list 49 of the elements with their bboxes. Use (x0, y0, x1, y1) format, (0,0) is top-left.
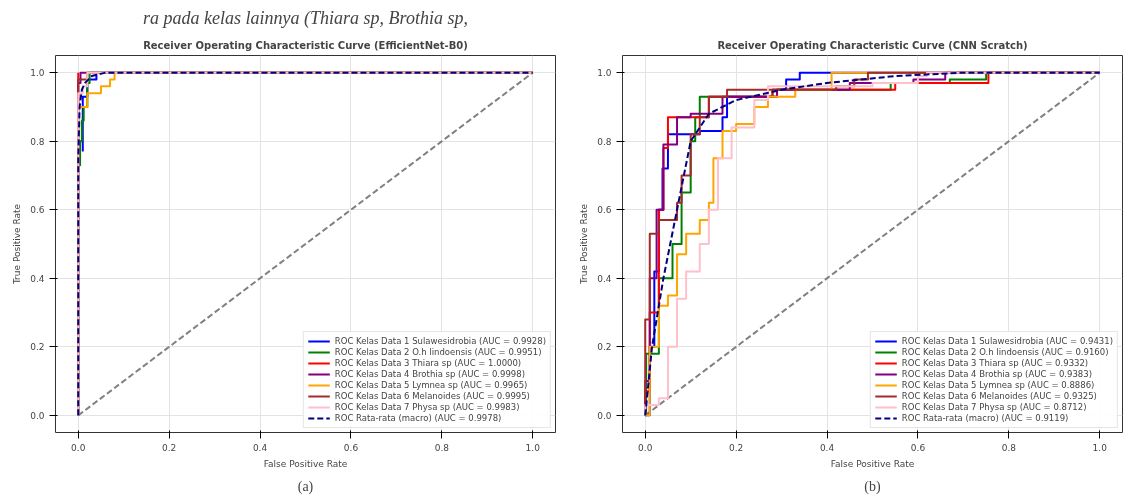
legend-label: ROC Kelas Data 7 Physa sp (AUC = 0.9983) (334, 402, 520, 412)
legend-label: ROC Kelas Data 4 Brothia sp (AUC = 0.9998) (334, 369, 525, 379)
x-tick-label: 0.2 (161, 442, 177, 453)
y-tick-label: 0.0 (30, 410, 45, 421)
x-tick-label: 0.8 (1001, 442, 1017, 453)
y-axis-title: True Positive Rate (579, 203, 590, 286)
x-tick-label: 0.0 (71, 442, 86, 453)
chart-title: Receiver Operating Characteristic Curve (CNN Scratch) (717, 39, 1028, 51)
legend-label: ROC Rata-rata (macro) (AUC = 0.9119) (901, 413, 1069, 423)
legend-label: ROC Kelas Data 3 Thiara sp (AUC = 1.0000) (334, 358, 522, 368)
y-tick-label: 0.4 (597, 273, 612, 284)
legend-label: ROC Kelas Data 1 Sulawesidrobia (AUC = 0.9928) (334, 336, 546, 346)
x-tick-label: 0.4 (252, 442, 268, 453)
legend-label: ROC Kelas Data 1 Sulawesidrobia (AUC = 0.9431) (901, 336, 1113, 346)
y-tick-label: 1.0 (30, 68, 45, 79)
text: (a) (297, 478, 314, 495)
x-axis-title: False Positive Rate (830, 458, 915, 469)
legend-label: ROC Kelas Data 6 Melanoides (AUC = 0.9325) (901, 391, 1097, 401)
x-tick-label: 0.6 (343, 442, 359, 453)
legend-label: ROC Kelas Data 2 O.h lindoensis (AUC = 0.9951) (334, 347, 542, 357)
text: (b) (864, 478, 881, 495)
x-tick-label: 1.0 (525, 442, 541, 453)
x-tick-label: 0.8 (434, 442, 450, 453)
y-tick-label: 0.8 (30, 136, 45, 147)
x-tick-label: 0.0 (638, 442, 653, 453)
chart-title: Receiver Operating Characteristic Curve (EfficientNet-B0) (143, 39, 468, 51)
x-tick-label: 0.6 (910, 442, 926, 453)
y-tick-label: 0.6 (597, 205, 612, 216)
y-tick-label: 0.8 (597, 136, 612, 147)
text: ra pada kelas lainnya (Thiara sp, Brothia sp, (143, 7, 468, 29)
legend-label: ROC Kelas Data 4 Brothia sp (AUC = 0.9383) (901, 369, 1092, 379)
legend-label: ROC Kelas Data 3 Thiara sp (AUC = 0.9332) (901, 358, 1089, 368)
x-tick-label: 0.2 (728, 442, 744, 453)
x-tick-label: 0.4 (819, 442, 835, 453)
y-tick-label: 0.0 (597, 410, 612, 421)
legend-label: ROC Kelas Data 5 Lymnea sp (AUC = 0.8886) (901, 380, 1095, 390)
y-tick-label: 0.2 (597, 342, 612, 353)
legend-label: ROC Kelas Data 7 Physa sp (AUC = 0.8712) (901, 402, 1087, 412)
y-tick-label: 0.4 (30, 273, 45, 284)
legend-label: ROC Rata-rata (macro) (AUC = 0.9978) (334, 413, 502, 423)
y-tick-label: 0.2 (30, 342, 45, 353)
y-tick-label: 0.6 (30, 205, 45, 216)
legend-label: ROC Kelas Data 6 Melanoides (AUC = 0.9995) (334, 391, 530, 401)
y-tick-label: 1.0 (597, 68, 612, 79)
legend-label: ROC Kelas Data 2 O.h lindoensis (AUC = 0.9160) (901, 347, 1109, 357)
y-axis-title: True Positive Rate (12, 203, 23, 286)
x-axis-title: False Positive Rate (263, 458, 348, 469)
x-tick-label: 1.0 (1092, 442, 1108, 453)
legend-label: ROC Kelas Data 5 Lymnea sp (AUC = 0.9965) (334, 380, 528, 390)
